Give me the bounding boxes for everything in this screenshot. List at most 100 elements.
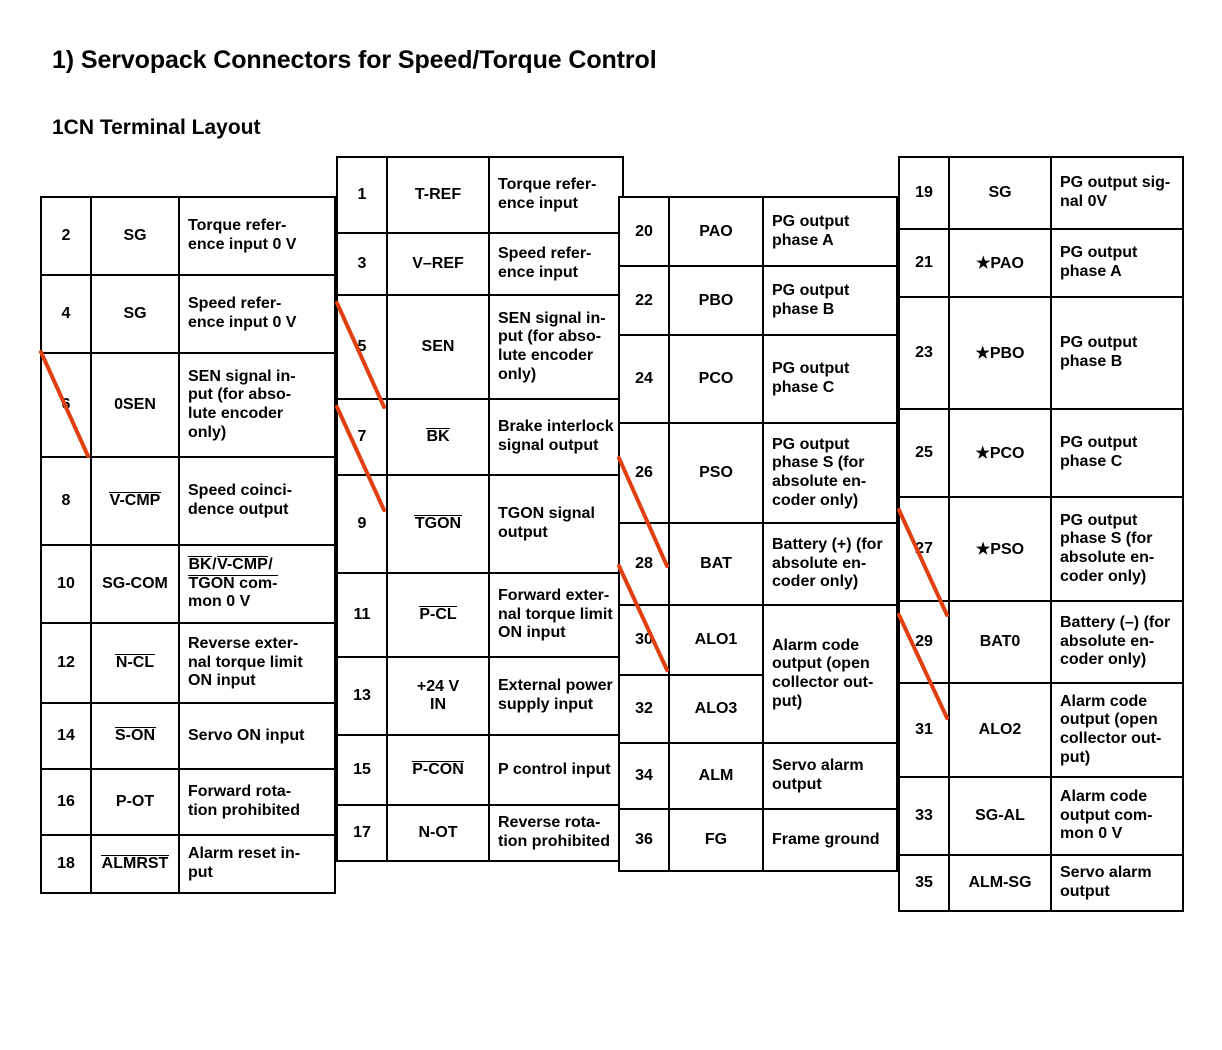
signal-label-line: SG <box>988 184 1012 201</box>
pin-description: Alarm code output com-mon 0 V <box>1050 776 1184 856</box>
pin-row: 10 SG-COM BK/V-CMP/TGON com-mon 0 V <box>40 544 336 624</box>
pin-row: 31 ALO2 Alarm code output (open collector ou… <box>898 682 1184 778</box>
pin-description-line: absolute en- <box>772 554 867 572</box>
pin-description-line: put (for abso- <box>498 328 602 346</box>
pin-description-line: Alarm code <box>1060 788 1148 806</box>
pin-description-line: coder only) <box>1060 567 1147 585</box>
pin-description-line: SEN signal in- <box>188 367 296 385</box>
pin-signal-name: 0SEN <box>90 352 180 458</box>
pin-signal-name: ALO2 <box>948 682 1052 778</box>
pin-description: Servo alarm output <box>1050 854 1184 912</box>
pin-description-line: Forward rota- <box>188 783 292 801</box>
pin-number: 32 <box>618 674 670 744</box>
pin-description-line: absolute en- <box>1060 632 1155 650</box>
pin-number: 30 <box>618 604 670 676</box>
pin-description-line: Speed refer- <box>188 295 282 313</box>
signal-label-line: PBO <box>698 291 734 309</box>
pin-signal-name: S-ON <box>90 702 180 770</box>
pin-signal-name: P-CL <box>386 572 490 658</box>
pin-description: PG output phase A <box>1050 228 1184 298</box>
pin-description: PG output phase C <box>762 334 898 424</box>
signal-label-line: PCO <box>698 370 734 387</box>
pin-signal-name: PBO <box>668 265 764 336</box>
pin-row: 8 V-CMP Speed coinci-dence output <box>40 456 336 546</box>
pin-description-line: PG output <box>772 212 850 230</box>
pin-signal-name: TGON <box>386 474 490 574</box>
pin-row: 3 V–REF Speed refer-ence input <box>336 232 624 296</box>
pin-signal-name: ★PAO <box>948 228 1052 298</box>
pin-row: 21 ★PAO PG output phase A <box>898 228 1184 298</box>
pin-signal-name: ★PCO <box>948 408 1052 498</box>
signal-label-line: ALM-SG <box>968 874 1032 891</box>
pin-description-line: Alarm reset in- <box>188 845 301 863</box>
pin-number: 36 <box>618 808 670 872</box>
pin-table-odd-1-17: 1 T-REF Torque refer-ence input 3 V–REF Speed… <box>336 156 624 862</box>
pin-description-line: ence input 0 V <box>188 236 297 253</box>
signal-label-line: +24 V <box>416 678 460 695</box>
pin-signal-name: V–REF <box>386 232 490 296</box>
pin-description-line: output (open <box>772 655 870 673</box>
pin-description-line: supply input <box>498 696 594 713</box>
signal-label-line: PAO <box>699 222 733 240</box>
pin-row: 11 P-CL Forward exter-nal torque limit ON i… <box>336 572 624 658</box>
pin-number: 2 <box>40 196 92 276</box>
signal-label-line: ALO3 <box>694 700 738 717</box>
signal-label-line: V–REF <box>412 255 464 272</box>
pin-description-line: PG output <box>772 435 850 453</box>
pin-description-line: output <box>498 524 548 541</box>
pin-number: 15 <box>336 734 388 806</box>
pin-signal-name: ALM-SG <box>948 854 1052 912</box>
pin-number: 16 <box>40 768 92 836</box>
pin-description: SEN signal in-put (for abso-lute encoder… <box>488 294 624 400</box>
pin-row: 36 FG Frame ground <box>618 808 898 872</box>
pin-number: 33 <box>898 776 950 856</box>
pin-description-line: Reverse exter- <box>188 635 299 653</box>
pin-description: External power supply input <box>488 656 624 736</box>
signal-label-line: BAT <box>700 555 732 572</box>
pin-description-line: PG output <box>1060 244 1138 262</box>
overbar-text: V-CMP <box>216 556 269 574</box>
pin-description-line: phase A <box>1060 263 1122 280</box>
pin-signal-name: SG <box>90 196 180 276</box>
pin-signal-name: ALO3 <box>668 674 764 744</box>
pin-description-line: absolute en- <box>772 473 867 490</box>
pin-description: Brake interlock signal output <box>488 398 624 476</box>
pin-description: TGON signal output <box>488 474 624 574</box>
signal-label-line: ★PAO <box>976 255 1024 272</box>
pin-description-line: PG output <box>1060 511 1138 529</box>
pin-number: 35 <box>898 854 950 912</box>
pin-row: 2 SG Torque refer-ence input 0 V <box>40 196 336 276</box>
pin-row: 14 S-ON Servo ON input <box>40 702 336 770</box>
pin-signal-name: P-CON <box>386 734 490 806</box>
pin-signal-name: BK <box>386 398 490 476</box>
pin-description-line: only) <box>498 365 537 383</box>
pin-description: Torque refer-ence input <box>488 156 624 234</box>
pin-description-line: phase C <box>1060 453 1123 470</box>
page-title: 1) Servopack Connectors for Speed/Torque… <box>52 46 657 74</box>
pin-description: BK/V-CMP/TGON com-mon 0 V <box>178 544 336 624</box>
pin-number: 7 <box>336 398 388 476</box>
pin-description-line: phase B <box>1060 353 1123 370</box>
pin-signal-name: FG <box>668 808 764 872</box>
pin-row: 32 ALO3 <box>618 674 897 744</box>
pin-signal-name: PSO <box>668 422 764 524</box>
signal-label-line: BAT0 <box>979 633 1021 650</box>
pin-row: 20 PAO PG output phase A <box>618 196 898 267</box>
pin-row: 22 PBO PG output phase B <box>618 265 898 336</box>
overbar-signal-label: BK <box>425 428 451 445</box>
pin-signal-name: +24 V IN <box>386 656 490 736</box>
pin-description-line: ON input <box>498 624 566 642</box>
signal-label-line: FG <box>704 831 728 848</box>
pin-description-line: Servo ON input <box>188 726 305 744</box>
pin-signal-name: ALMRST <box>90 834 180 894</box>
signal-label-line: SEN <box>421 338 455 355</box>
pin-row: 6 0SEN SEN signal in-put (for abso-lute en… <box>40 352 336 458</box>
pin-description-line: Frame ground <box>772 830 880 848</box>
pin-description-line: PG output <box>1060 434 1138 452</box>
pin-table-odd-19-35: 19 SG PG output sig-nal 0V 21 ★PAO PG output p… <box>898 156 1184 912</box>
pin-description-line: Brake interlock <box>498 418 614 436</box>
pin-description-line: put (for abso- <box>188 386 292 404</box>
pin-description-line: Torque refer- <box>498 176 597 194</box>
pin-number: 34 <box>618 742 670 810</box>
pin-description: Servo alarm output <box>762 742 898 810</box>
